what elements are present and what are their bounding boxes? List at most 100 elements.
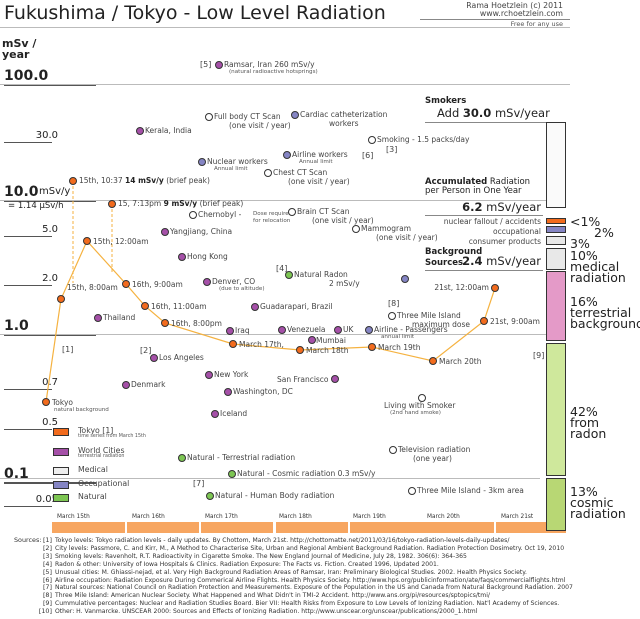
world-dot[interactable]	[308, 336, 316, 344]
occupational-dot[interactable]	[365, 326, 373, 334]
tokyo-dot[interactable]	[69, 177, 77, 185]
date-label: March 21st	[501, 514, 534, 520]
tokyo-dot[interactable]	[229, 340, 237, 348]
point-label: Brain CT Scan	[297, 207, 350, 216]
legend-swatch-occupational	[53, 481, 69, 489]
world-dot[interactable]	[278, 326, 286, 334]
legend-label: World Cities	[78, 446, 125, 455]
world-dot[interactable]	[178, 253, 186, 261]
legend-swatch-tokyo	[53, 428, 69, 436]
source-number: [5]	[42, 567, 52, 576]
point-label: Living with Smoker	[384, 401, 456, 410]
legend-swatch-natural	[53, 494, 69, 502]
tokyo-dot[interactable]	[480, 317, 488, 325]
medical-dot[interactable]	[408, 487, 416, 495]
point-sublabel: (one visit / year)	[376, 233, 438, 242]
gridline	[0, 84, 570, 85]
source-number: [1]	[42, 536, 52, 544]
natural-dot[interactable]	[178, 454, 186, 462]
reference-marker: [1]	[62, 345, 74, 354]
source-text[interactable]: Airline occupation: Radiation Exposure D…	[55, 576, 566, 584]
accumulated-subtitle: per Person in One Year	[425, 186, 522, 196]
world-dot[interactable]	[211, 410, 219, 418]
world-dot[interactable]	[161, 228, 169, 236]
point-label: Smoking - 1.5 packs/day	[377, 135, 470, 144]
reference-marker: [2]	[140, 346, 152, 355]
tokyo-dot[interactable]	[161, 319, 169, 327]
natural-dot[interactable]	[206, 492, 214, 500]
reference-marker: [7]	[193, 479, 205, 488]
medical-dot[interactable]	[368, 136, 376, 144]
world-dot[interactable]	[215, 61, 223, 69]
tokyo-dot[interactable]	[57, 295, 65, 303]
percent-bar	[546, 478, 566, 531]
tokyo-dot[interactable]	[296, 346, 304, 354]
tokyo-point-label: March 17th,	[239, 340, 284, 349]
source-number: [3]	[42, 551, 52, 560]
source-text[interactable]: Other: H. Vanmarcke. UNSCEAR 2000: Sourc…	[55, 608, 478, 616]
tokyo-point-label: 21st, 12:00am	[434, 283, 489, 292]
world-dot[interactable]	[205, 371, 213, 379]
smokers-value: 30.0	[462, 106, 492, 120]
world-dot[interactable]	[334, 326, 342, 334]
point-label: Natural - Human Body radiation	[215, 491, 335, 500]
tick-mark	[4, 482, 96, 484]
tokyo-dot[interactable]	[141, 302, 149, 310]
source-text: Natural sources: National Council on Rad…	[55, 584, 573, 592]
reference-marker: [5]	[200, 60, 212, 69]
point-label: Natural - Cosmic radiation 0.3 mSv/y	[237, 469, 376, 478]
gridline	[0, 200, 555, 201]
world-dot[interactable]	[226, 327, 234, 335]
occupational-dot[interactable]	[401, 275, 409, 283]
sources-label: Sources:	[14, 536, 42, 544]
natural-dot[interactable]	[285, 271, 293, 279]
tick-mark	[4, 285, 52, 286]
medical-dot[interactable]	[352, 225, 360, 233]
tokyo-dot[interactable]	[491, 284, 499, 292]
source-text: Radon & other: University of Iowa Hospit…	[55, 560, 439, 568]
world-dot[interactable]	[224, 388, 232, 396]
natural-dot[interactable]	[228, 470, 236, 478]
occupational-dot[interactable]	[291, 111, 299, 119]
occupational-dot[interactable]	[198, 158, 206, 166]
medical-dot[interactable]	[189, 211, 197, 219]
tokyo-dot[interactable]	[122, 280, 130, 288]
medical-dot[interactable]	[264, 169, 272, 177]
medical-dot[interactable]	[205, 113, 213, 121]
author-divider	[420, 19, 570, 20]
tokyo-dot[interactable]	[108, 200, 116, 208]
source-text[interactable]: Three Mile Island: American Nuclear Soci…	[55, 592, 490, 600]
medical-dot[interactable]	[418, 394, 426, 402]
tick-mark	[4, 506, 52, 507]
medical-dot[interactable]	[389, 446, 397, 454]
point-sublabel: (due to altitude)	[219, 286, 265, 292]
world-dot[interactable]	[203, 278, 211, 286]
world-dot[interactable]	[136, 127, 144, 135]
point-label: Ramsar, Iran 260 mSv/y	[224, 60, 315, 69]
bg-unit: mSv/year	[486, 254, 541, 268]
source-text[interactable]: Tokyo levels: Tokyo radiation levels - d…	[55, 537, 510, 544]
world-dot[interactable]	[251, 303, 259, 311]
percent-category: background	[570, 316, 640, 331]
tokyo-dot[interactable]	[368, 343, 376, 351]
ten-unit: mSv/y	[39, 186, 71, 197]
world-dot[interactable]	[122, 381, 130, 389]
point-label: Iceland	[220, 409, 248, 418]
medical-dot[interactable]	[288, 208, 296, 216]
percent-value: 13%	[570, 484, 598, 499]
tokyo-dot[interactable]	[42, 398, 50, 406]
tokyo-dot[interactable]	[83, 237, 91, 245]
tokyo-dot[interactable]	[429, 357, 437, 365]
medical-dot[interactable]	[388, 312, 396, 320]
point-sublabel: maximum dose	[412, 320, 471, 329]
world-dot[interactable]	[150, 354, 158, 362]
occupational-label: occupational	[493, 227, 541, 236]
divider	[425, 215, 543, 216]
tokyo-point-label: 16th, 8:00pm	[171, 319, 222, 328]
website-link[interactable]: www.rchoetzlein.com	[479, 9, 563, 18]
occupational-dot[interactable]	[283, 151, 291, 159]
tick-mark	[4, 236, 52, 237]
world-dot[interactable]	[94, 314, 102, 322]
background-total: 2.4 mSv/year	[462, 254, 541, 268]
world-dot[interactable]	[331, 375, 339, 383]
